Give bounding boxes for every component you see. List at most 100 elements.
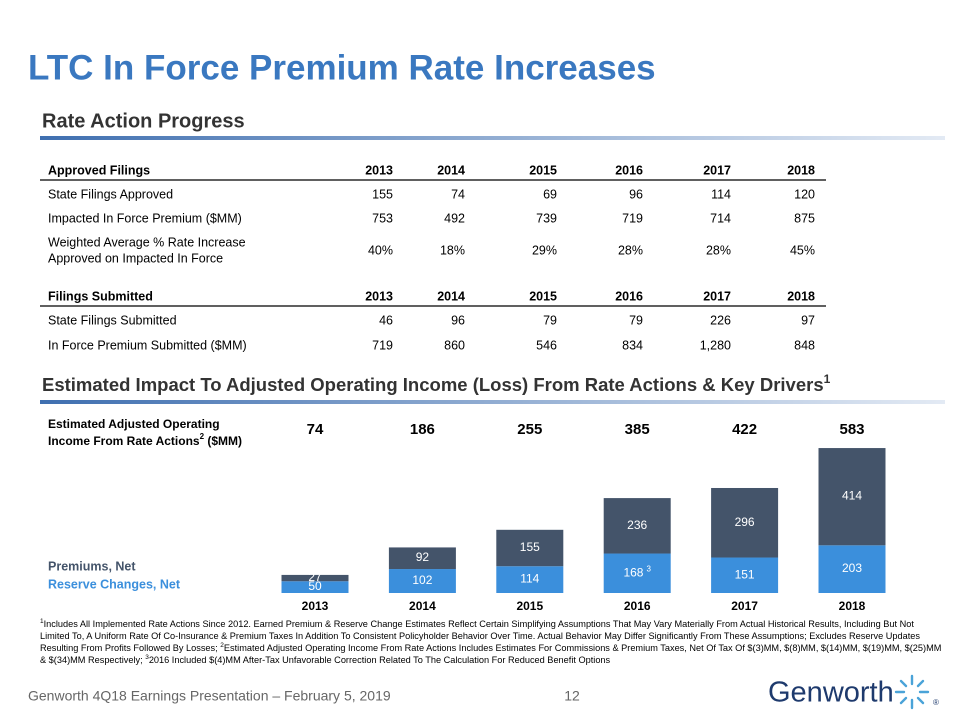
section-rule bbox=[40, 136, 945, 140]
bar-value-label: 102 bbox=[412, 573, 432, 587]
bar-segment bbox=[603, 498, 671, 554]
bar-value: 296 bbox=[735, 515, 755, 529]
page-number: 12 bbox=[564, 688, 580, 704]
footnote-text: Estimated Adjusted Operating Income From… bbox=[40, 643, 942, 665]
bar-segment bbox=[281, 574, 349, 582]
table-header: 2017 bbox=[703, 163, 731, 177]
legend-label: Premiums, Net bbox=[48, 559, 136, 573]
title: LTC In Force Premium Rate Increases bbox=[28, 48, 656, 87]
table-cell: 18% bbox=[440, 243, 465, 257]
bar-segment bbox=[603, 553, 671, 593]
table-cell: Impacted In Force Premium ($MM) bbox=[48, 211, 242, 225]
x-tick-label: 2014 bbox=[409, 599, 436, 613]
table-cell: State Filings Approved bbox=[48, 187, 173, 201]
x-tick-label: 2017 bbox=[731, 599, 758, 613]
bar-value: 92 bbox=[416, 550, 430, 564]
table-header: 2018 bbox=[787, 289, 815, 303]
table-header: Filings Submitted bbox=[48, 289, 153, 303]
table-cell: State Filings Submitted bbox=[48, 313, 177, 327]
table-cell: 714 bbox=[710, 211, 731, 225]
table-cell: 492 bbox=[444, 211, 465, 225]
bar-value-label: 114 bbox=[520, 572, 539, 586]
table-cell: 719 bbox=[372, 338, 393, 352]
table-cell: 79 bbox=[629, 313, 643, 327]
table-cell: 1,280 bbox=[700, 338, 731, 352]
table-header: 2015 bbox=[529, 163, 557, 177]
table-cell: 226 bbox=[710, 313, 731, 327]
logo-mark: ® bbox=[933, 698, 939, 707]
table-cell: 29% bbox=[532, 243, 557, 257]
bar-value: 27 bbox=[308, 570, 322, 584]
table-cell: In Force Premium Submitted ($MM) bbox=[48, 338, 247, 352]
table-header: Approved Filings bbox=[48, 163, 150, 177]
footnotes: 1Includes All Implemented Rate Actions S… bbox=[40, 618, 945, 666]
table-cell: 28% bbox=[706, 243, 731, 257]
table-cell: Approved on Impacted In Force bbox=[48, 251, 223, 265]
x-tick-label: 2016 bbox=[624, 599, 651, 613]
bar-value: 168 bbox=[623, 565, 643, 579]
table-cell: 875 bbox=[794, 211, 815, 225]
bar-segment bbox=[496, 566, 564, 593]
table-cell: 753 bbox=[372, 211, 393, 225]
bar-value-label: 92 bbox=[416, 550, 430, 564]
table-cell: 860 bbox=[444, 338, 465, 352]
bar-segment bbox=[281, 581, 349, 593]
table-cell: 28% bbox=[618, 243, 643, 257]
bar-value-label: 151 bbox=[735, 567, 755, 581]
table-cell: 40% bbox=[368, 243, 393, 257]
bar-segment bbox=[818, 545, 886, 593]
footnote-mark: 1 bbox=[40, 617, 44, 625]
table-cell: 114 bbox=[711, 187, 731, 201]
chart-label: Estimated Adjusted Operating bbox=[48, 417, 220, 431]
table-cell: Weighted Average % Rate Increase bbox=[48, 235, 246, 249]
table-cell: 155 bbox=[372, 187, 393, 201]
bar-value-label: 203 bbox=[842, 561, 862, 575]
table-cell: 97 bbox=[801, 313, 815, 327]
total-label: 74 bbox=[307, 421, 324, 438]
x-tick-label: 2018 bbox=[839, 599, 866, 613]
bar-value: 155 bbox=[520, 540, 540, 554]
table-cell: 739 bbox=[536, 211, 557, 225]
bar-value: 50 bbox=[308, 579, 322, 593]
table-header: 2014 bbox=[437, 289, 465, 303]
bar-segment bbox=[711, 557, 779, 593]
table-cell: 120 bbox=[794, 187, 815, 201]
bar-note: 3 bbox=[646, 564, 651, 573]
section-title: Estimated Impact To Adjusted Operating I… bbox=[42, 372, 831, 395]
bar-segment bbox=[496, 529, 564, 567]
logo-icon bbox=[894, 674, 930, 710]
bar-value-label: 155 bbox=[520, 540, 540, 554]
total-label: 422 bbox=[732, 421, 757, 438]
chart-label: Income From Rate Actions2 ($MM) bbox=[48, 432, 242, 448]
bar-value: 151 bbox=[735, 567, 755, 581]
table-cell: 96 bbox=[629, 187, 643, 201]
bar-segment bbox=[388, 547, 456, 570]
footer-text: Genworth 4Q18 Earnings Presentation – Fe… bbox=[28, 688, 391, 704]
footnote-text: 2016 Included $(4)MM After-Tax Unfavorab… bbox=[148, 655, 611, 665]
bar-value: 414 bbox=[842, 489, 862, 503]
table-cell: 79 bbox=[543, 313, 557, 327]
bar-value-label: 168 3 bbox=[623, 564, 651, 579]
logo: Genworth bbox=[768, 677, 894, 709]
table-cell: 69 bbox=[543, 187, 557, 201]
total-label: 186 bbox=[410, 421, 435, 438]
total-label: 255 bbox=[517, 421, 542, 438]
footnote-mark: 2 bbox=[220, 641, 224, 649]
bar-segment bbox=[818, 448, 886, 546]
table-cell: 96 bbox=[451, 313, 465, 327]
section-rule bbox=[40, 400, 945, 404]
table-cell: 45% bbox=[790, 243, 815, 257]
x-tick-label: 2013 bbox=[302, 599, 329, 613]
table-header: 2013 bbox=[365, 163, 393, 177]
table-header: 2017 bbox=[703, 289, 731, 303]
table-cell: 74 bbox=[451, 187, 465, 201]
table-cell: 546 bbox=[536, 338, 557, 352]
table-cell: 46 bbox=[379, 313, 393, 327]
bar-value-label: 296 bbox=[735, 515, 755, 529]
legend-label: Reserve Changes, Net bbox=[48, 577, 181, 591]
table-header: 2016 bbox=[615, 163, 643, 177]
table-header: 2013 bbox=[365, 289, 393, 303]
bar-segment bbox=[388, 569, 456, 593]
